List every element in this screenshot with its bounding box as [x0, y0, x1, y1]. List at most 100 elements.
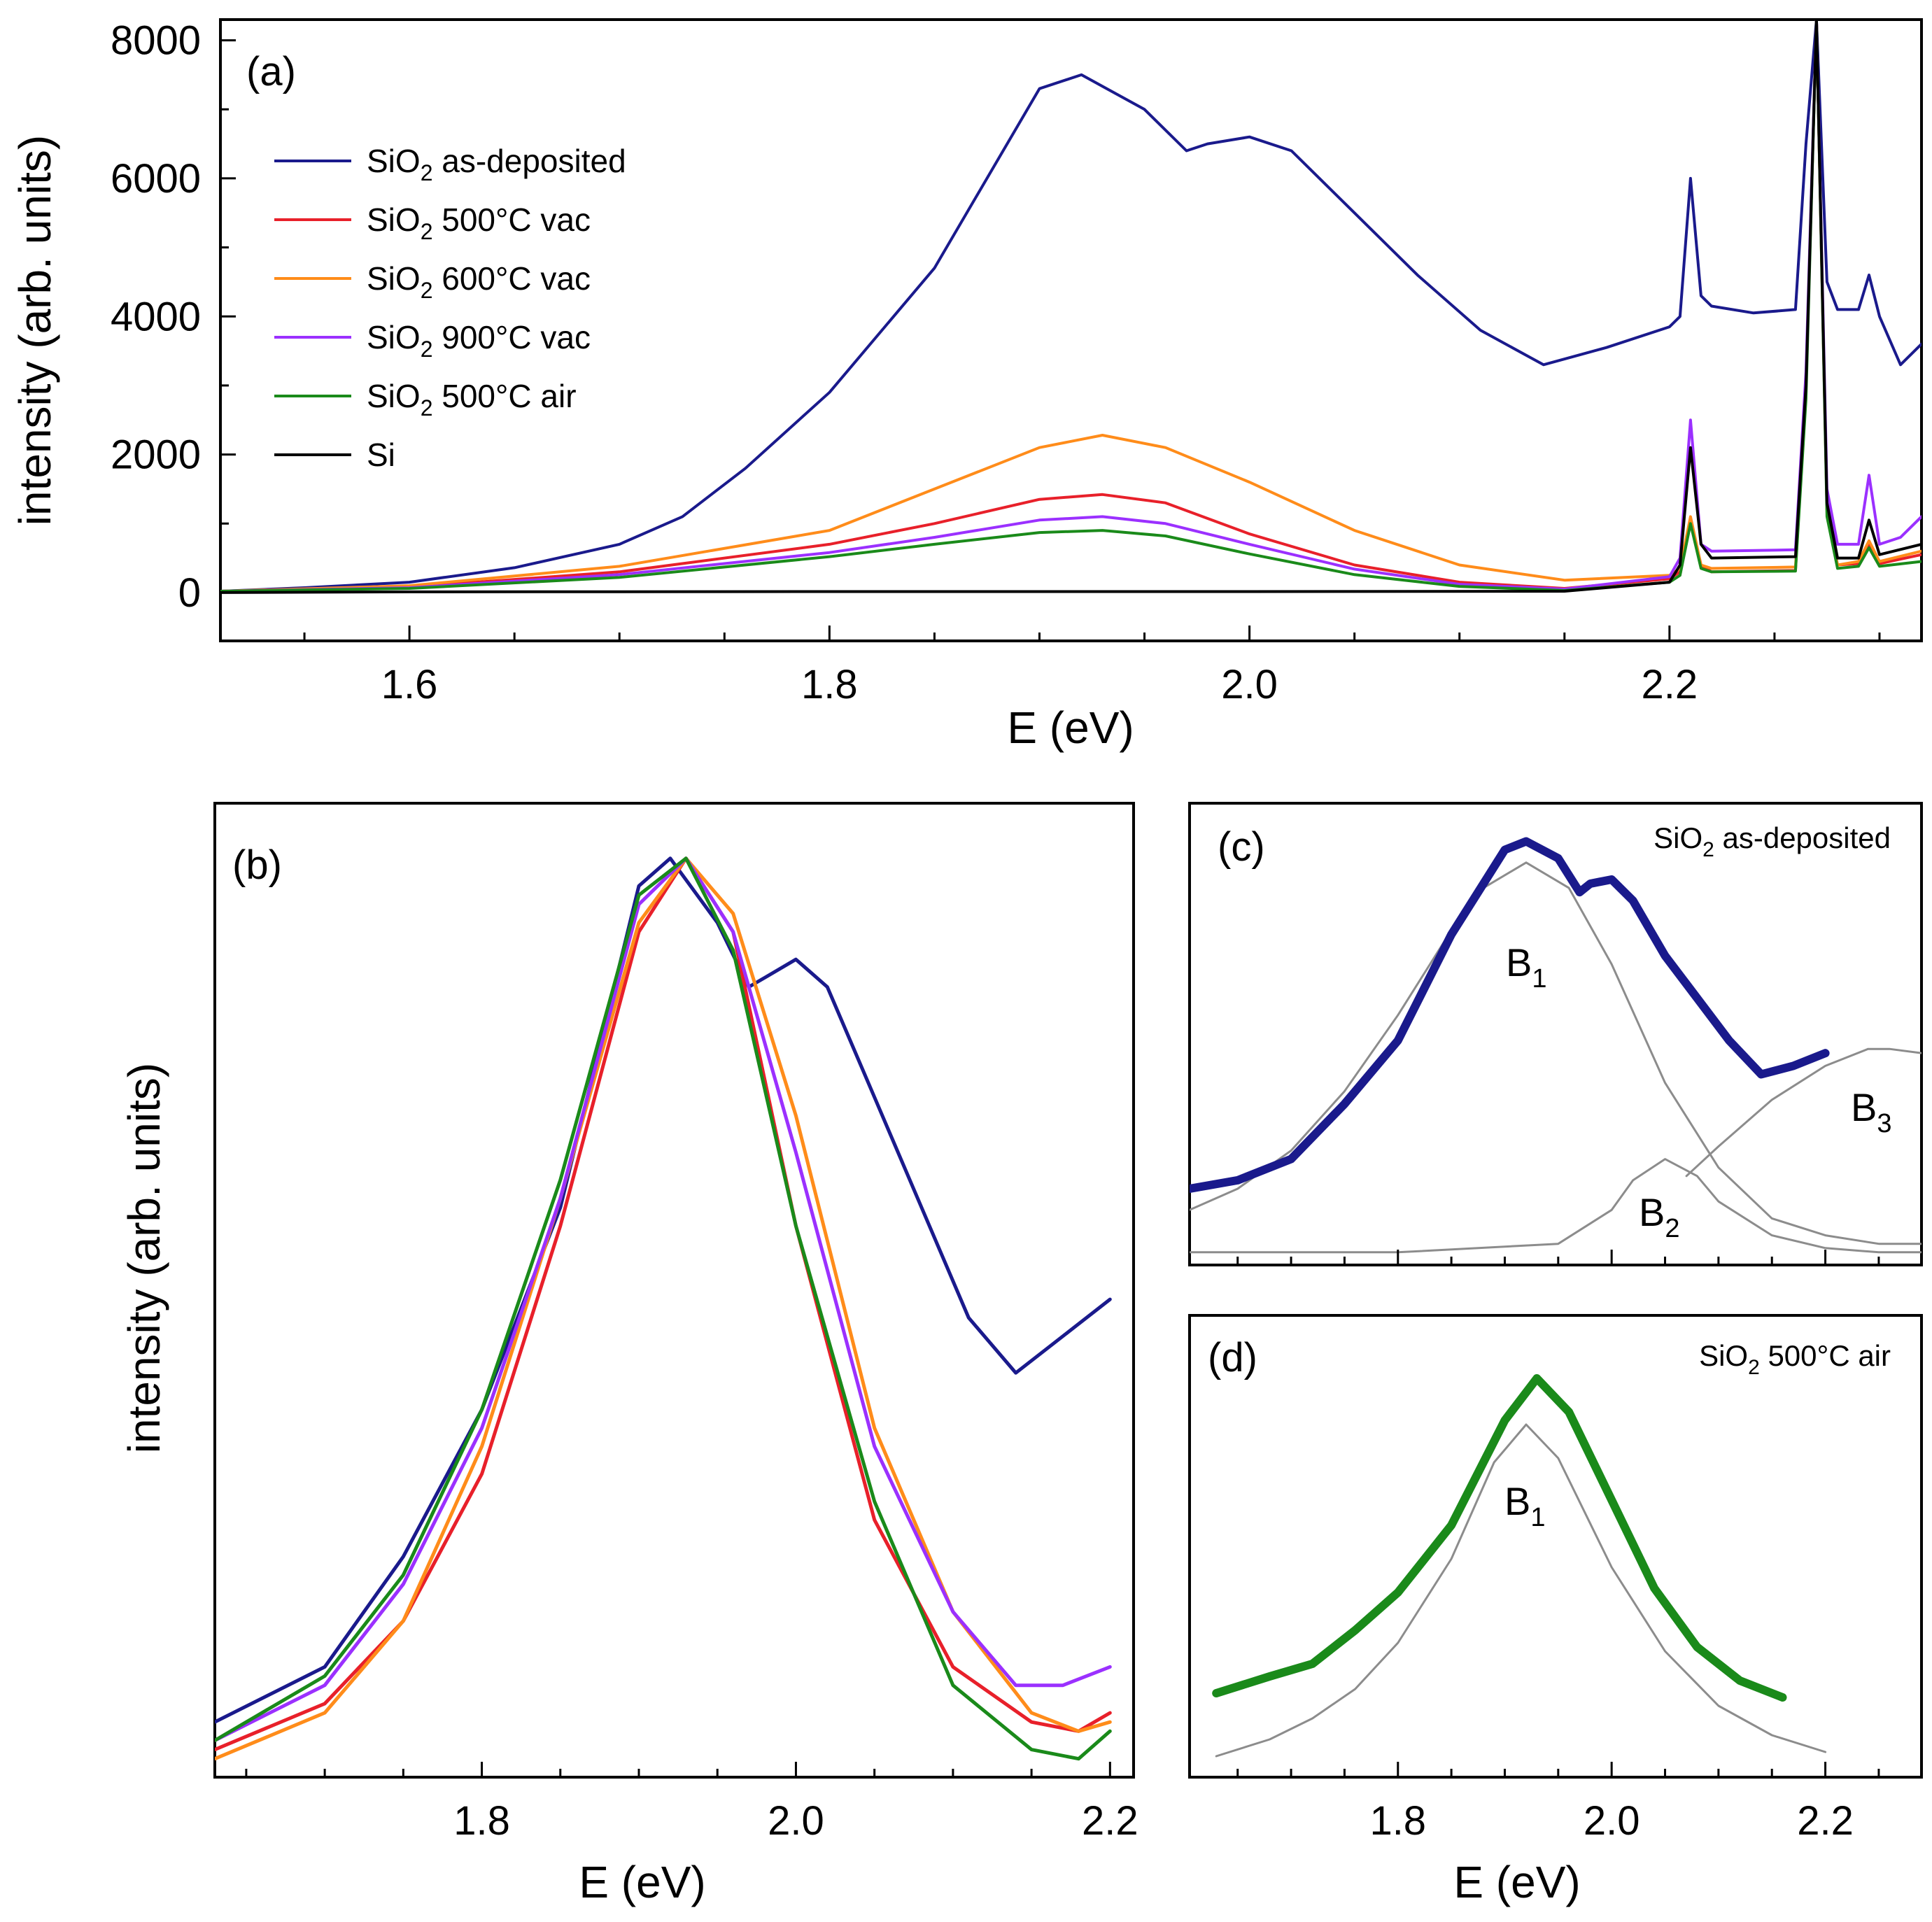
legend-entry-main: Si	[367, 437, 395, 473]
panel-a-series-sio2-900-c-vac	[220, 20, 1922, 593]
panel-a-x-tick-label: 1.8	[801, 662, 858, 707]
panel-a-x-tick-label: 2.2	[1642, 662, 1698, 707]
legend-entry-rest: 600°C vac	[432, 260, 591, 297]
panel-c-b2-label: B2	[1639, 1190, 1680, 1243]
panel-a-y-tick-label: 0	[178, 570, 201, 616]
panel-d-title-rest: 500°C air	[1760, 1339, 1891, 1372]
panel-b-x-tick-label: 2.2	[1082, 1798, 1138, 1844]
panel-c-b2-sub: 2	[1665, 1214, 1679, 1243]
panel-b-series-sio2-500-c-air	[215, 856, 1112, 1761]
legend-entry-rest: 500°C vac	[432, 202, 591, 238]
panel-b-series-sio2-as-deposited	[215, 856, 1112, 1724]
panel-d-x-axis-label: E (eV)	[1453, 1857, 1580, 1907]
panel-b-x-axis-label: E (eV)	[579, 1857, 705, 1907]
panel-c-b1-label: B1	[1506, 940, 1547, 994]
panel-c-title-rest: as-deposited	[1714, 821, 1891, 854]
panel-d-frame	[1188, 1314, 1923, 1779]
panel-b-x-tick-label: 1.8	[453, 1798, 510, 1844]
panel-c-title-sub: 2	[1702, 838, 1714, 861]
panel-a-x-tick-label: 2.0	[1221, 662, 1278, 707]
panel-c-b1-sub: 1	[1532, 964, 1546, 994]
panel-d-title: SiO2 500°C air	[1699, 1339, 1891, 1379]
panel-b: 1.8 2.0 2.2 (b) E (eV) intensity (arb. uni…	[119, 802, 1138, 1907]
panel-c-series	[1190, 837, 1922, 1254]
panel-c-series-b1	[1190, 861, 1922, 1245]
panel-b-series-sio2-600-c-vac	[215, 856, 1112, 1761]
panel-a-series-sio2-500-c-air	[220, 20, 1922, 593]
panel-d-b1-label: B1	[1504, 1479, 1546, 1532]
legend-entry-sub: 2	[421, 278, 433, 303]
legend-entry-5: SiO2 500°C air	[367, 378, 577, 421]
panel-c-b3-sub: 3	[1877, 1109, 1891, 1138]
panel-a-series-sio2-500-c-vac	[220, 20, 1922, 593]
legend-entry-main: SiO	[367, 143, 421, 179]
legend-entry-2: SiO2 500°C vac	[367, 202, 591, 244]
legend-entry-main: SiO	[367, 260, 421, 297]
panel-b-x-ticks: 1.8 2.0 2.2	[245, 1762, 1138, 1844]
legend-entry-sub: 2	[421, 160, 433, 185]
panel-d-x-ticks: 1.8 2.0 2.2	[1236, 1762, 1880, 1844]
legend-entry-sub: 2	[421, 219, 433, 244]
legend-entry-sub: 2	[421, 337, 433, 362]
panel-a: 1.6 1.8 2.0 2.2 0 2000 4000 6000 8000 (a) E (eV…	[10, 18, 1923, 753]
panel-c-b2-main: B	[1639, 1190, 1665, 1234]
panel-b-y-axis-label: intensity (arb. units)	[119, 1063, 169, 1453]
legend-entry-rest: 500°C air	[432, 378, 576, 414]
panel-d-b1-sub: 1	[1530, 1503, 1545, 1532]
panel-c-series-b3	[1685, 1047, 1922, 1178]
panel-b-x-tick-label: 2.0	[768, 1798, 824, 1844]
panel-c-title-main: SiO	[1654, 821, 1702, 854]
panel-d-title-sub: 2	[1748, 1356, 1760, 1379]
panel-d-series-b1	[1215, 1423, 1827, 1758]
panel-a-series-sio2-600-c-vac	[220, 20, 1922, 593]
panel-b-series-sio2-500-c-vac	[215, 856, 1112, 1752]
panel-a-series-sio2-as-deposited	[220, 20, 1922, 593]
panel-c-x-ticks	[1236, 1250, 1880, 1265]
panel-d-x-tick-label: 2.2	[1797, 1798, 1854, 1844]
panel-d-label: (d)	[1208, 1335, 1257, 1380]
panel-a-y-tick-label: 8000	[111, 18, 201, 64]
panel-b-series	[215, 856, 1112, 1761]
panel-b-frame	[213, 802, 1135, 1779]
panel-d-series	[1212, 1374, 1827, 1758]
panel-c-series-b2	[1190, 1158, 1922, 1254]
legend-entry-main: SiO	[367, 378, 421, 414]
panel-c-series-data	[1190, 837, 1830, 1193]
panel-d-x-tick-label: 1.8	[1369, 1798, 1426, 1844]
legend-entry-main: SiO	[367, 202, 421, 238]
panel-a-y-tick-label: 4000	[111, 294, 201, 339]
panel-a-y-tick-label: 2000	[111, 432, 201, 478]
legend-entry-rest: 900°C vac	[432, 319, 591, 355]
legend-entry-rest: as-deposited	[432, 143, 626, 179]
legend-entry-6: Si	[367, 437, 395, 473]
panel-d-series-data	[1212, 1374, 1787, 1702]
panel-a-series	[220, 20, 1922, 594]
panel-c-frame	[1188, 802, 1923, 1266]
panel-c-label: (c)	[1218, 824, 1265, 870]
panel-c-b1-main: B	[1506, 940, 1532, 984]
panel-d-title-main: SiO	[1699, 1339, 1748, 1372]
panel-c: (c) SiO2 as-deposited B1 B2 B3	[1188, 802, 1923, 1266]
panel-d: 1.8 2.0 2.2 (d) SiO2 500°C air B1 E (eV)	[1188, 1314, 1923, 1907]
panel-a-x-axis-label: E (eV)	[1007, 702, 1134, 753]
legend-entry-sub: 2	[421, 395, 433, 421]
panel-a-y-axis-label: intensity (arb. units)	[10, 135, 60, 525]
panel-a-series-si	[220, 20, 1922, 594]
legend-entry-3: SiO2 600°C vac	[367, 260, 591, 303]
panel-b-series-sio2-900-c-vac	[215, 856, 1112, 1742]
panel-a-x-ticks: 1.6 1.8 2.0 2.2	[303, 626, 1881, 707]
panel-c-title: SiO2 as-deposited	[1654, 821, 1891, 861]
legend-entry-main: SiO	[367, 319, 421, 355]
legend-entry-1: SiO2 as-deposited	[367, 143, 626, 185]
panel-d-b1-main: B	[1504, 1479, 1530, 1523]
panel-a-x-tick-label: 1.6	[381, 662, 438, 707]
legend-entry-4: SiO2 900°C vac	[367, 319, 591, 362]
panel-a-y-ticks: 0 2000 4000 6000 8000	[111, 18, 236, 616]
panel-d-x-tick-label: 2.0	[1584, 1798, 1640, 1844]
panel-b-label: (b)	[232, 842, 282, 888]
panel-a-y-tick-label: 6000	[111, 156, 201, 202]
panel-c-b3-main: B	[1851, 1085, 1877, 1129]
panel-c-b3-label: B3	[1851, 1085, 1892, 1138]
